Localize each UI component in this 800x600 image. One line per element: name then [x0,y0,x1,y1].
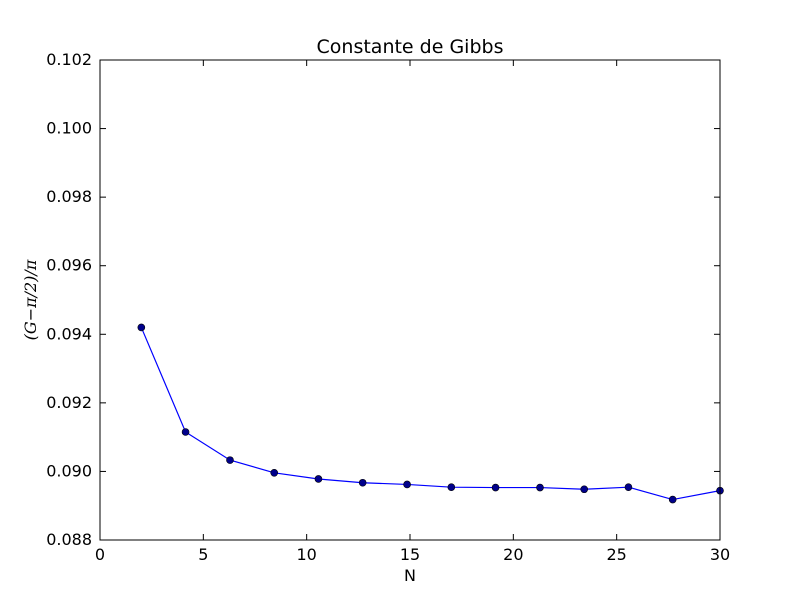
data-point [270,468,279,477]
y-tick-label: 0.094 [46,324,92,343]
y-tick-label: 0.090 [46,461,92,480]
x-tick-label: 30 [710,545,730,564]
y-tick-label: 0.088 [46,530,92,549]
y-tick-label: 0.098 [46,187,92,206]
data-point [447,483,456,492]
data-point [403,480,411,489]
data-point [314,475,323,483]
data-point [536,483,544,492]
series-line [140,327,721,501]
y-axis-label: (G−π/2)/π [21,259,40,340]
x-tick-label: 5 [198,545,208,564]
data-point [580,485,589,494]
y-tick-label: 0.100 [46,119,92,138]
x-tick-label: 0 [95,545,105,564]
data-point [358,478,367,487]
y-tick-label: 0.102 [46,50,92,69]
data-point [624,483,633,492]
plot-frame [99,59,721,541]
x-tick-label: 10 [296,545,316,564]
data-point [226,456,234,464]
data-point [668,495,677,504]
x-tick-label: 20 [503,545,523,564]
y-tick-label: 0.092 [46,393,92,412]
x-tick-label: 15 [400,545,420,564]
y-tick-label: 0.096 [46,256,92,275]
data-point [181,428,190,436]
chart-title: Constante de Gibbs [317,36,504,58]
data-point [137,323,146,332]
x-axis-label: N [404,566,416,585]
x-tick-label: 25 [606,545,626,564]
data-point [491,483,500,492]
